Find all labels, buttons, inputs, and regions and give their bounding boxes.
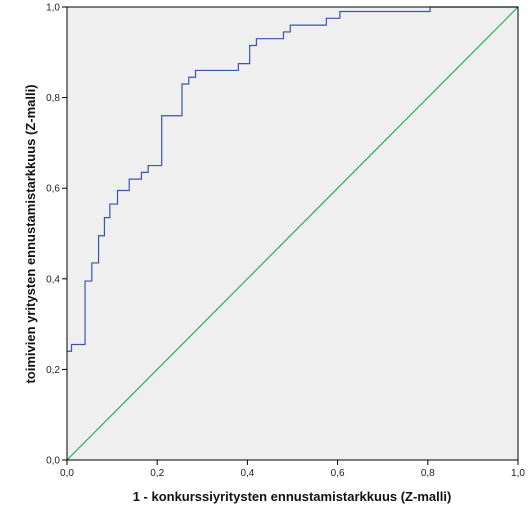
series-layer: [66, 6, 519, 461]
y-axis-ticks: 0,0 0,2 0,4 0,6 0,8 1,0: [46, 3, 67, 467]
y-tick-label: 0,4: [46, 274, 60, 285]
y-axis-label: toimivien yritysten ennustamistarkkuus (…: [23, 84, 38, 383]
x-axis-label: 1 - konkurssiyritysten ennustamistarkkuu…: [133, 489, 452, 504]
x-tick-label: 0,0: [60, 468, 74, 479]
x-tick-label: 1,0: [511, 468, 525, 479]
y-tick-label: 0,0: [46, 456, 60, 467]
x-axis-ticks: 0,0 0,2 0,4 0,6 0,8 1,0: [60, 460, 525, 479]
x-tick-label: 0,6: [331, 468, 345, 479]
y-tick-label: 1,0: [46, 3, 60, 14]
plot-frame: [66, 6, 519, 461]
y-tick-label: 0,6: [46, 184, 60, 195]
y-tick-label: 0,8: [46, 93, 60, 104]
reference-diagonal-line: [66, 6, 519, 461]
x-tick-label: 0,4: [240, 468, 254, 479]
x-tick-label: 0,2: [150, 468, 164, 479]
y-tick-label: 0,2: [46, 365, 60, 376]
roc-curve-line: [67, 6, 518, 352]
x-tick-label: 0,8: [421, 468, 435, 479]
